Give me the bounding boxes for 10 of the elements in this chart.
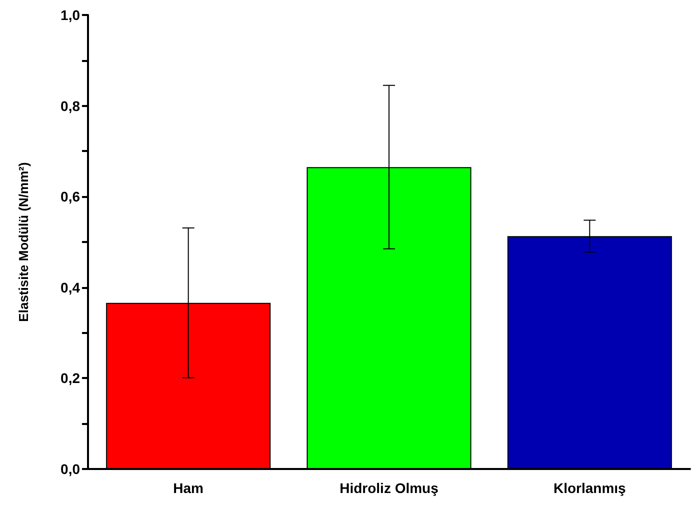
y-tick-label: 0,6: [60, 188, 80, 205]
y-tick-label: 0,8: [60, 98, 80, 114]
y-axis-title: Elastisite Modülü (N/mm²): [16, 162, 31, 322]
x-tick-label: Ham: [173, 480, 204, 496]
x-tick-label: Hidroliz Olmuş: [340, 480, 439, 496]
y-tick-label: 1,0: [60, 7, 80, 23]
y-tick-label: 0,0: [60, 461, 80, 477]
x-tick-label: Klorlanmış: [553, 480, 626, 496]
y-tick-label: 0,4: [60, 279, 80, 296]
y-tick-label: 0,2: [60, 370, 80, 386]
